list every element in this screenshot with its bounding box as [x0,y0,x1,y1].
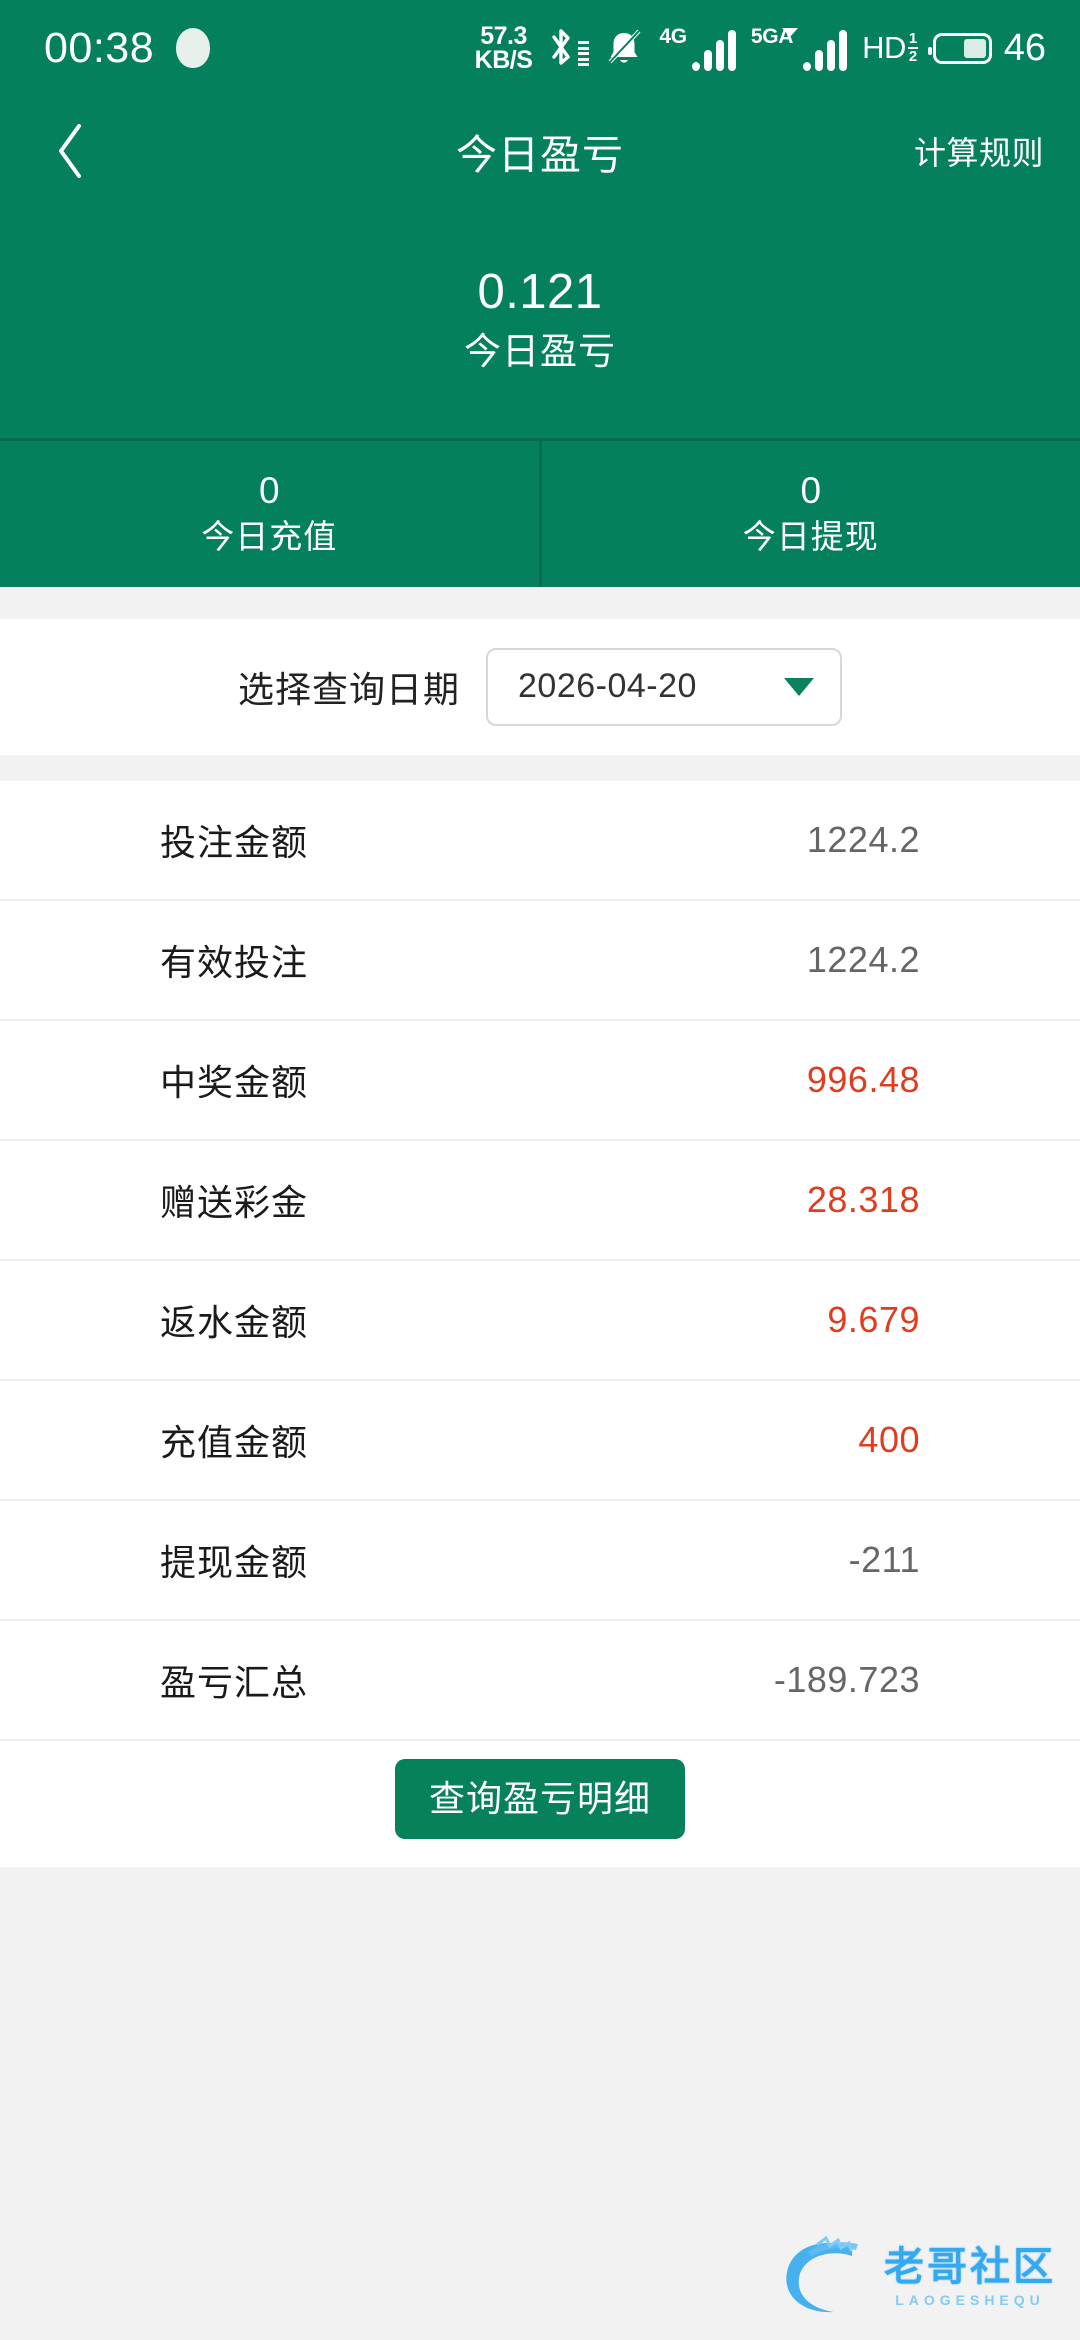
table-row: 中奖金额 996.48 [0,1020,1080,1141]
row-value: 400 [858,1418,920,1460]
table-row: 投注金额 1224.2 [0,780,1080,901]
battery-fill [964,38,986,58]
row-label: 充值金额 [160,1421,309,1463]
network-speed-value: 57.3 [480,22,527,50]
date-query-section: 选择查询日期 2026-04-20 [0,618,1080,755]
row-value: 1224.2 [806,818,920,860]
back-button[interactable] [36,116,106,186]
watermark-cn: 老哥社区 [884,2245,1056,2289]
row-value: -211 [848,1538,920,1580]
section-divider-middle [0,754,1080,781]
battery-percent-label: 46 [1003,27,1046,69]
stat-label: 今日充值 [201,518,338,556]
mute-bell-icon [604,26,644,70]
signal-4g-label: 4G [659,24,687,48]
hd-voice-icon: HD 1 2 [862,30,918,66]
watermark-text: 老哥社区 LAOGESHEQU [884,2247,1056,2307]
row-value: 996.48 [806,1058,920,1100]
network-speed-unit: KB/S [474,46,533,74]
watermark-en: LAOGESHEQU [895,2292,1045,2308]
table-row: 盈亏汇总 -189.723 [0,1620,1080,1741]
stat-today-withdrawal[interactable]: 0 今日提现 [538,440,1080,587]
bluetooth-battery-bars-icon [578,41,590,70]
page-filler: 老哥社区 LAOGESHEQU [0,1866,1080,2340]
row-label: 中奖金额 [160,1061,309,1103]
section-divider-top [0,586,1080,619]
status-bar-left: 00:38 [44,23,211,72]
stat-value: 0 [800,469,822,511]
signal-5g-caret-icon [782,27,799,37]
row-label: 赠送彩金 [160,1181,309,1223]
signal-5g-bars [803,29,848,71]
summary-stats-row: 0 今日充值 0 今日提现 [0,437,1080,587]
profit-detail-list: 投注金额 1224.2 有效投注 1224.2 中奖金额 996.48 赠送彩金… [0,780,1080,1741]
watermark: 老哥社区 LAOGESHEQU [778,2234,1056,2320]
row-label: 盈亏汇总 [160,1661,309,1703]
bluetooth-icon [547,26,590,70]
row-value: 28.318 [806,1178,920,1220]
hd-sim-top: 1 [907,30,918,49]
battery-icon [927,32,992,64]
status-bar-right: 57.3 KB/S 4G [474,22,1046,74]
status-bar: 00:38 57.3 KB/S [0,0,1080,96]
date-select-value: 2026-04-20 [518,667,697,706]
table-row: 充值金额 400 [0,1380,1080,1501]
chevron-left-icon [59,124,81,178]
today-profit-value: 0.121 [477,265,603,319]
status-clock: 00:38 [44,23,155,72]
calculation-rules-button[interactable]: 计算规则 [913,135,1044,171]
hd-sim-indicator: 1 2 [907,30,918,65]
row-label: 返水金额 [160,1301,309,1343]
signal-4g-icon: 4G [659,24,736,71]
network-speed-indicator: 57.3 KB/S [474,22,533,74]
row-value: 1224.2 [806,938,920,980]
date-select[interactable]: 2026-04-20 [486,647,842,726]
battery-indicator: 46 [927,27,1046,69]
hd-label-text: HD [862,30,906,65]
stat-value: 0 [258,469,280,511]
table-row: 返水金额 9.679 [0,1260,1080,1381]
table-row: 提现金额 -211 [0,1500,1080,1621]
today-profit-label: 今日盈亏 [464,330,616,372]
dragon-swirl-icon [786,2235,858,2313]
signal-5g-icon: 5GA [751,26,848,71]
stat-label: 今日提现 [742,518,879,556]
date-picker-label: 选择查询日期 [237,668,460,710]
stat-today-deposit[interactable]: 0 今日充值 [0,441,539,587]
row-label: 提现金额 [160,1541,309,1583]
hd-sim-bottom: 2 [908,48,917,65]
signal-4g-bars [691,29,736,71]
notification-dot-icon [176,28,211,68]
row-value: 9.679 [827,1298,920,1340]
table-row: 有效投注 1224.2 [0,900,1080,1021]
nav-bar: 今日盈亏 计算规则 [0,96,1080,206]
table-row: 赠送彩金 28.318 [0,1140,1080,1261]
cta-container: 查询盈亏明细 [0,1740,1080,1867]
query-profit-detail-button[interactable]: 查询盈亏明细 [394,1758,685,1839]
row-label: 有效投注 [160,941,309,983]
row-value: -189.723 [773,1658,920,1700]
chevron-down-icon [784,677,814,696]
row-label: 投注金额 [160,821,309,863]
today-profit-hero: 0.121 今日盈亏 [0,206,1080,438]
